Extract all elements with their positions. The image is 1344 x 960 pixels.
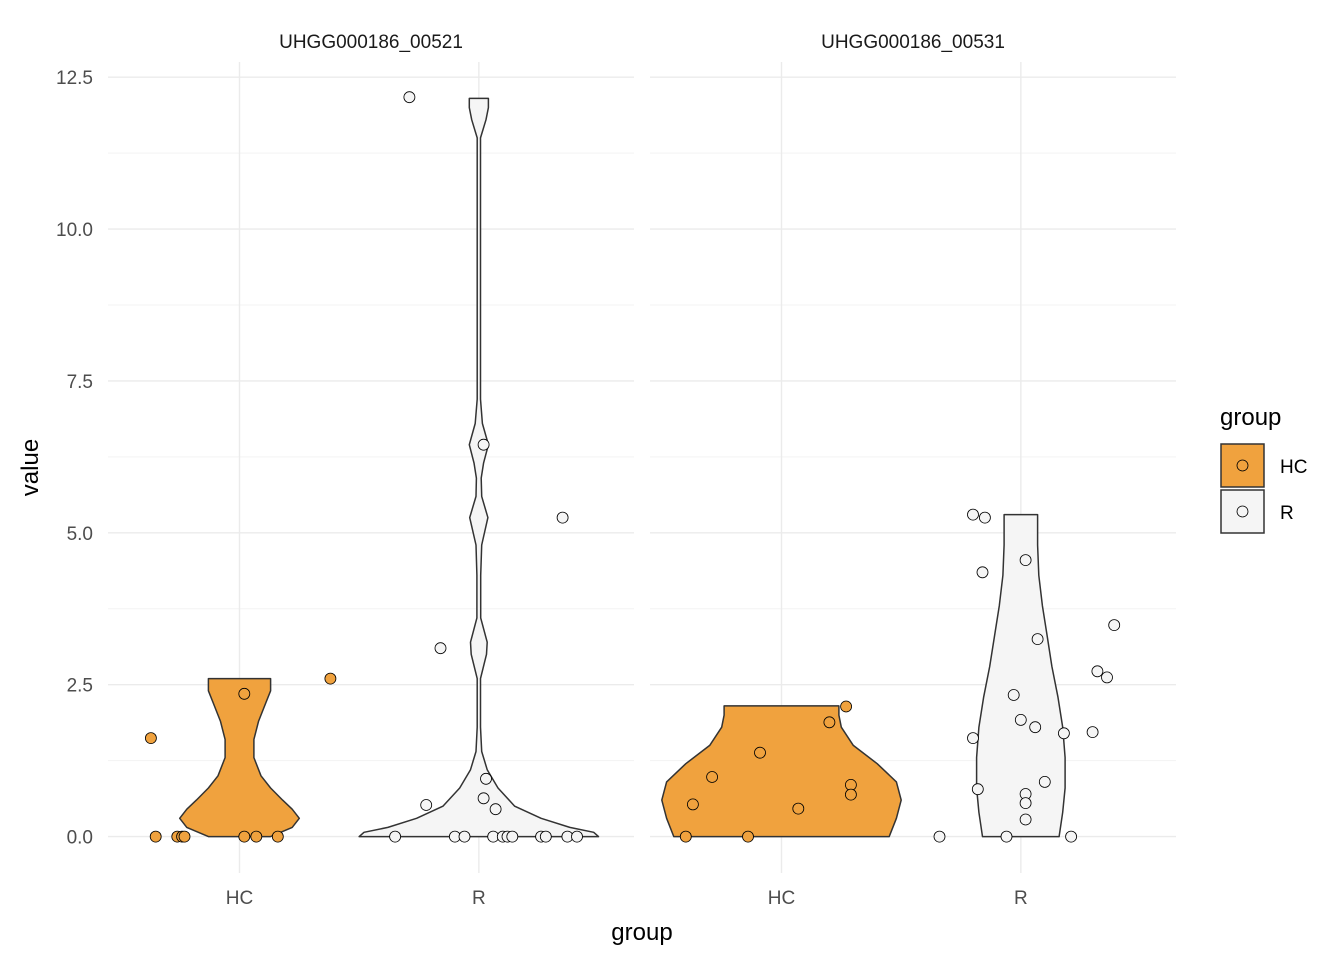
legend-point-r [1236,505,1249,518]
y-tick-label: 5.0 [67,524,93,545]
data-point [458,830,471,843]
facet-strip-label: UHGG000186_00521 [279,32,463,53]
data-point [480,772,492,785]
x-tick-label: R [472,888,486,909]
data-point [1019,554,1032,566]
violin-r-facet-1 [358,97,600,838]
y-axis: 0.0 2.5 5.0 7.5 10.0 12.5 value [17,68,93,848]
data-point [687,798,699,811]
data-point [933,830,946,843]
data-point [477,792,490,805]
data-point [1065,830,1077,843]
data-point [845,788,857,801]
facet-panels: UHGG000186_00521 UHGG000186_00531 [108,32,1176,873]
data-point [238,830,251,843]
data-point [1029,721,1042,734]
y-axis-title: value [17,439,44,496]
data-point [1058,727,1070,740]
data-point [706,771,718,783]
y-tick-label: 12.5 [56,68,93,89]
y-tick-label: 10.0 [56,220,93,241]
data-point [1000,830,1013,843]
data-point [389,830,402,843]
data-point [1019,797,1032,809]
data-point [1014,714,1027,726]
data-point [324,672,337,685]
data-point [149,830,162,843]
data-point [979,511,991,524]
x-axis-title: group [611,919,672,946]
data-point [971,783,984,796]
data-point [489,803,502,816]
data-point [754,746,766,759]
data-point [1108,619,1121,631]
data-point [1038,776,1051,788]
legend-point-hc [1236,459,1249,472]
data-point [506,830,519,843]
data-point [823,716,836,729]
legend: group HC R [1220,404,1307,534]
violin-hc-facet-1 [178,677,301,838]
data-point [967,732,979,744]
data-point [178,830,191,843]
data-point [144,732,157,744]
data-point [556,511,569,524]
legend-title: group [1220,404,1281,431]
data-point [1007,689,1020,701]
data-point [420,799,433,811]
data-point [1091,665,1104,678]
facet-strip-label: UHGG000186_00531 [821,32,1005,53]
data-point [477,438,490,451]
y-tick-label: 0.0 [67,828,93,849]
data-point [792,802,805,815]
data-point [1086,726,1099,738]
data-point [434,642,447,655]
data-point [539,830,552,843]
data-point [976,566,989,579]
data-point [250,830,263,843]
y-tick-label: 7.5 [67,372,93,393]
x-tick-label: R [1014,888,1028,909]
y-tick-label: 2.5 [67,676,93,697]
facet-panel-2: UHGG000186_00531 [650,32,1176,873]
violin-hc-facet-2 [661,705,902,838]
facet-panel-1: UHGG000186_00521 [108,32,634,873]
legend-label-hc: HC [1280,457,1307,478]
data-point [1101,671,1113,684]
violin-r-facet-2 [975,513,1066,838]
x-tick-label: HC [226,888,253,909]
data-point [403,91,416,104]
data-point [571,830,583,843]
data-point [679,830,692,843]
data-point [271,830,284,843]
data-point [742,830,754,843]
x-tick-label: HC [768,888,795,909]
legend-label-r: R [1280,503,1294,524]
data-point [967,508,979,521]
data-point [840,700,852,713]
data-point [1031,633,1044,645]
data-point [238,687,251,700]
data-point [1019,813,1032,826]
